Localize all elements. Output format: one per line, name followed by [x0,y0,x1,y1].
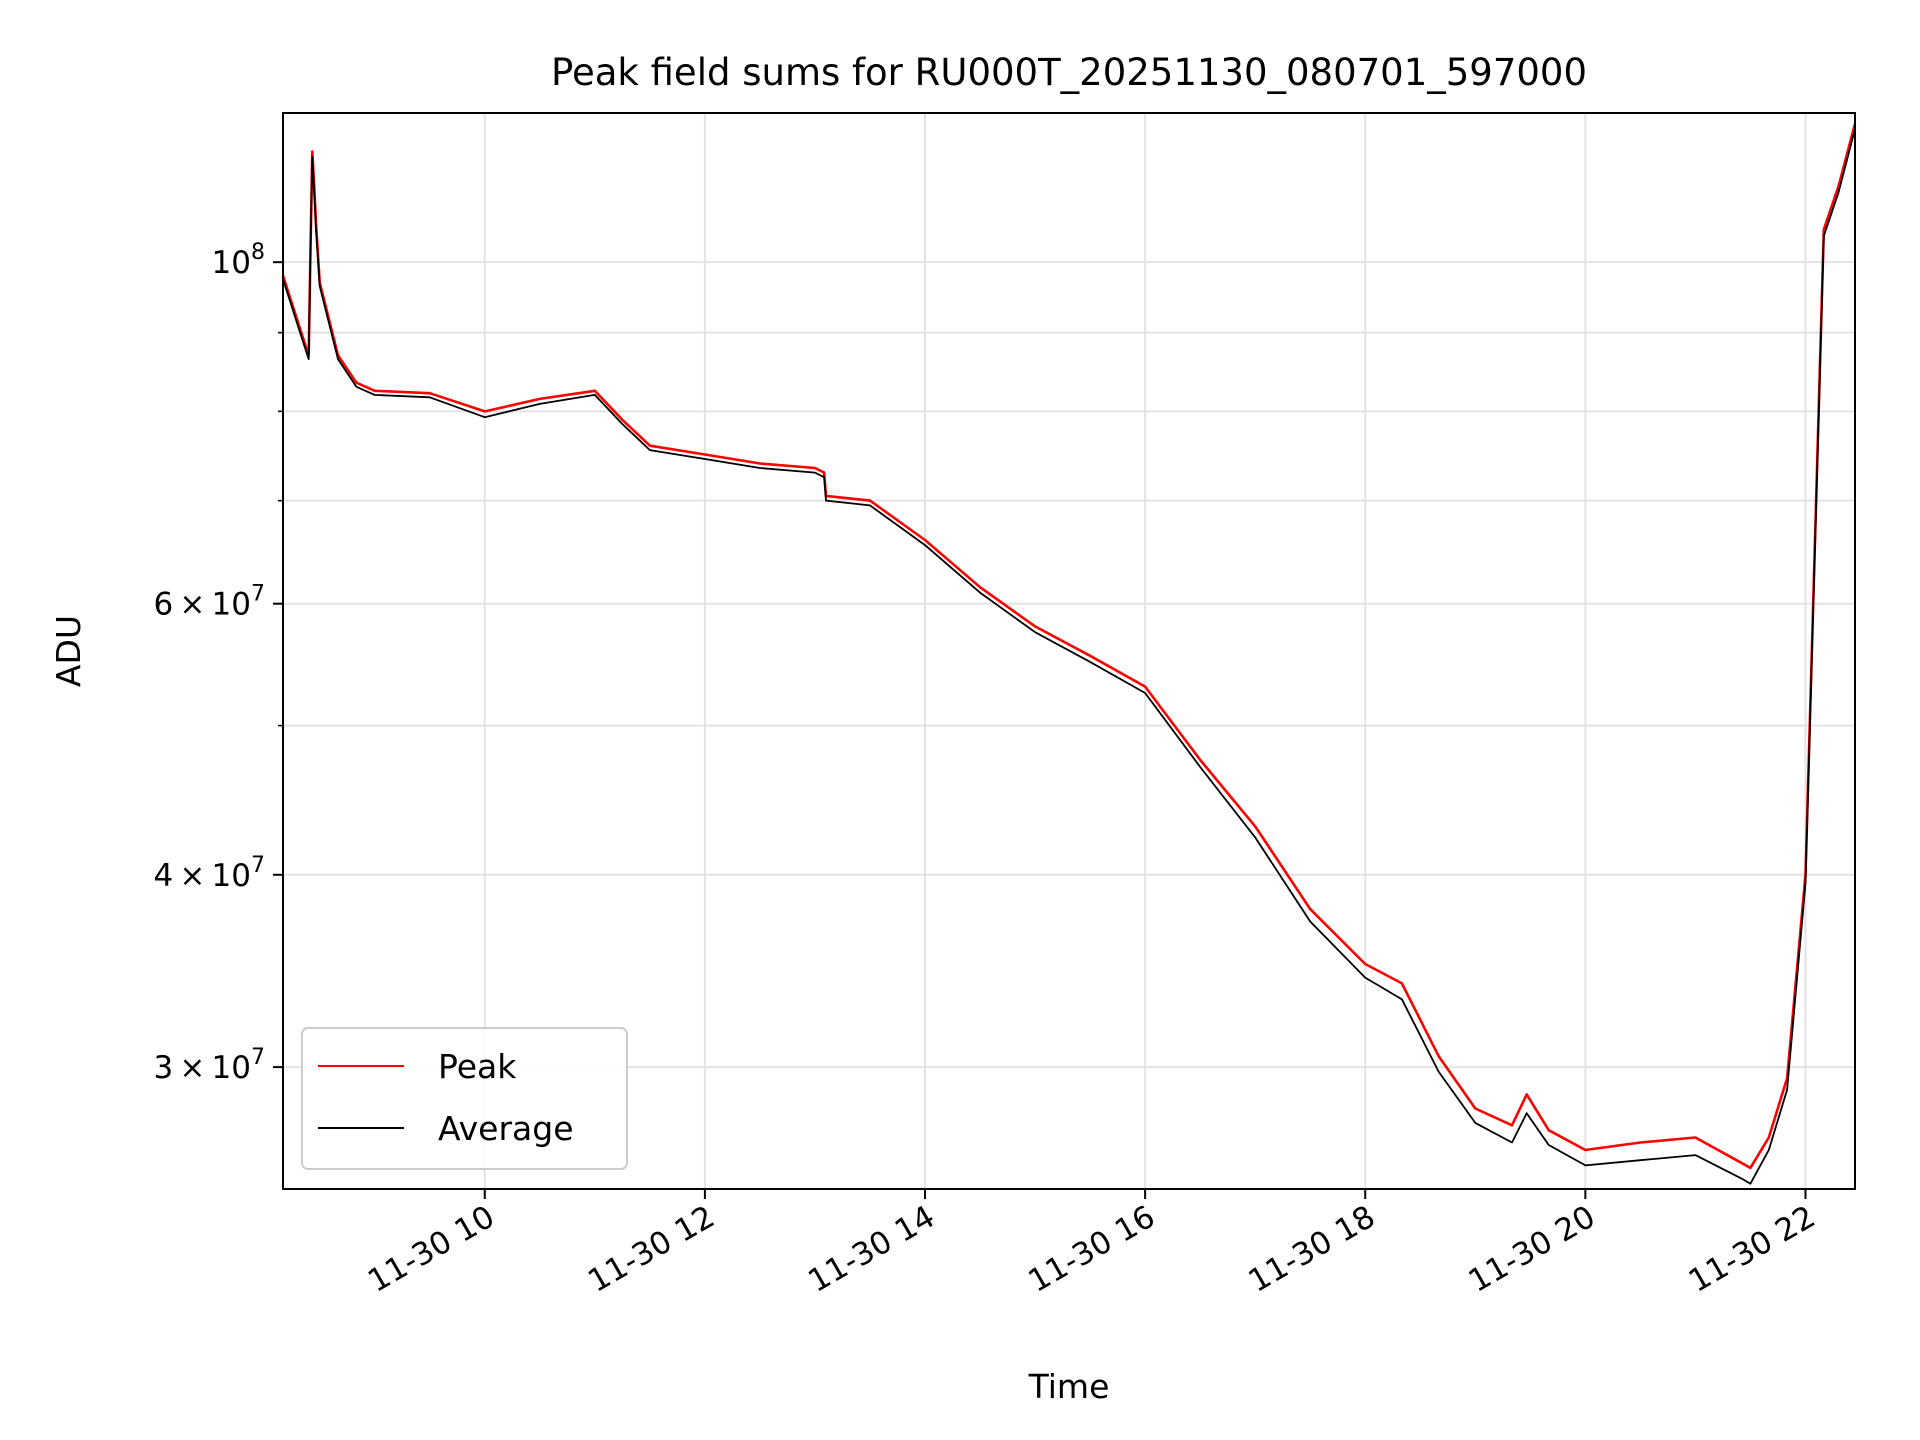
plot-frame [282,112,1856,1190]
chart-title: Peak field sums for RU000T_20251130_0807… [551,51,1587,94]
y-tick-label: 4 × 107 [153,853,265,894]
series-lines [281,123,1857,1185]
series-line-peak [281,123,1857,1170]
y-axis-label: ADU [49,615,88,687]
legend-label-average: Average [438,1109,574,1148]
x-axis-label: Time [1028,1367,1110,1406]
y-tick-label: 108 [212,240,265,281]
y-tick-label: 3 × 107 [153,1045,265,1086]
legend: Peak Average [301,1027,628,1170]
legend-label-peak: Peak [438,1047,517,1086]
series-line-average [282,128,1856,1185]
grid [283,113,1855,1189]
y-tick-label: 6 × 107 [153,582,265,623]
legend-box [301,1027,628,1170]
